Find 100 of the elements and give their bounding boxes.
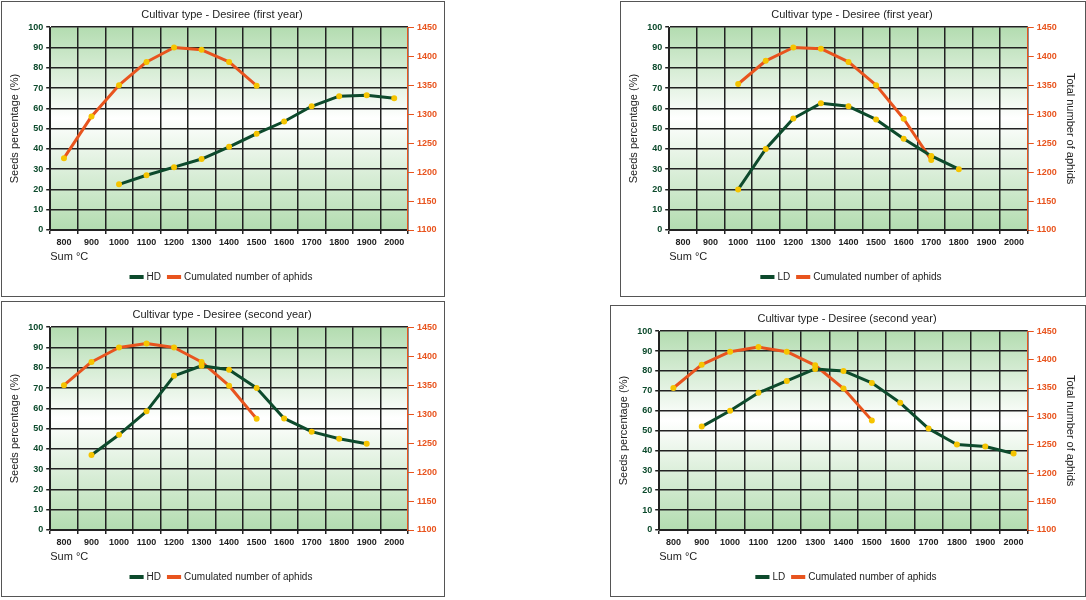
y2-tick-label: 1200 [416,466,438,477]
y-tick-label: 10 [33,204,44,215]
y2-tick-label: 1400 [1036,50,1057,61]
x-tick-label: 1300 [191,236,212,247]
y-tick-label: 70 [652,82,663,93]
x-tick-label: 1200 [783,236,804,247]
x-tick-label: 800 [675,236,691,247]
x-tick-label: 2000 [1003,236,1024,247]
y2-tick-label: 1200 [416,166,438,177]
y-tick-label: 60 [642,405,653,416]
x-tick-label: 2000 [384,236,405,247]
x-tick-label: 1300 [805,536,826,547]
y2-tick-label: 1250 [416,437,438,448]
y-tick-label: 90 [652,41,663,52]
y-tick-label: 80 [33,362,44,373]
y-tick-label: 40 [642,444,653,455]
x-tick-label: 1700 [918,536,939,547]
y-tick-label: 90 [33,41,44,52]
y2-tick-label: 1300 [416,108,438,119]
x-tick-label: 1900 [975,536,996,547]
y2-tick-label: 1250 [1036,137,1057,148]
chart-title: Cultivar type - Desiree (first year) [771,7,933,20]
legend-label: LD [777,270,791,282]
x-tick-label: 1400 [219,536,240,547]
x-tick-label: 1400 [838,236,859,247]
x-axis-title: Sum °C [659,550,698,563]
y-axis-title: Seeds percentage (%) [7,73,20,184]
y-tick-label: 100 [28,21,44,32]
chart-title: Cultivar type - Desiree (second year) [132,307,312,320]
y-tick-label: 100 [28,321,44,332]
x-tick-label: 1900 [976,236,997,247]
x-tick-label: 1000 [720,536,741,547]
y2-tick-label: 1450 [416,21,438,32]
y2-tick-label: 1150 [416,195,437,206]
y-tick-label: 10 [642,504,653,515]
y-tick-label: 0 [38,224,44,235]
y2-tick-label: 1450 [1036,21,1057,32]
y-tick-label: 40 [33,143,44,154]
legend-label: Cumulated number of aphids [184,570,313,582]
x-tick-label: 1500 [861,536,882,547]
y-tick-label: 50 [33,123,44,134]
x-tick-label: 1500 [866,236,887,247]
x-tick-label: 1600 [890,536,911,547]
y-tick-label: 10 [33,504,44,515]
y-tick-label: 40 [652,143,663,154]
y-tick-label: 40 [33,443,44,454]
y-tick-label: 50 [642,425,653,436]
x-tick-label: 900 [694,536,710,547]
y-tick-label: 30 [33,463,44,474]
y-tick-label: 10 [652,204,663,215]
x-tick-label: 1300 [191,536,212,547]
x-tick-label: 1600 [893,236,914,247]
x-tick-label: 1500 [246,236,267,247]
y-tick-label: 30 [652,163,663,174]
y2-tick-label: 1350 [1036,382,1057,393]
legend-label: HD [146,570,162,582]
y-tick-label: 70 [33,82,44,93]
legend-label: Cumulated number of aphids [184,270,313,282]
y2-tick-label: 1150 [1036,195,1057,206]
y-tick-label: 100 [637,325,653,336]
x-tick-label: 2000 [384,536,405,547]
y2-tick-label: 1150 [416,495,437,506]
y2-tick-label: 1100 [416,524,437,535]
y-tick-label: 20 [642,484,653,495]
y-tick-label: 70 [33,382,44,393]
y-tick-label: 50 [33,423,44,434]
y-tick-label: 70 [642,385,653,396]
y2-tick-label: 1400 [1036,354,1057,365]
x-tick-label: 1600 [274,536,295,547]
y2-tick-label: 1100 [416,224,437,235]
x-axis-title: Sum °C [50,550,89,563]
x-tick-label: 1700 [921,236,942,247]
y-axis-title: Seeds percentage (%) [7,373,20,484]
x-tick-label: 1400 [833,536,854,547]
x-tick-label: 1000 [728,236,749,247]
x-tick-label: 1900 [356,236,377,247]
x-tick-label: 1100 [748,536,769,547]
x-tick-label: 800 [665,536,681,547]
y-tick-label: 20 [33,483,44,494]
y2-tick-label: 1350 [416,379,438,390]
y-tick-label: 90 [33,341,44,352]
y-tick-label: 60 [33,402,44,413]
x-tick-label: 1000 [109,536,130,547]
y2-tick-label: 1100 [1036,224,1057,235]
x-tick-label: 1600 [274,236,295,247]
y2-tick-label: 1350 [1036,79,1057,90]
y-tick-label: 20 [33,183,44,194]
y2-axis-title: Total number of aphids [1065,72,1078,185]
y2-tick-label: 1200 [1036,467,1057,478]
x-tick-label: 1100 [136,236,157,247]
y2-tick-label: 1350 [416,79,438,90]
x-tick-label: 1800 [329,536,350,547]
x-tick-label: 1800 [948,236,969,247]
y-tick-label: 0 [38,524,44,535]
y-tick-label: 30 [642,464,653,475]
x-tick-label: 1500 [246,536,267,547]
x-tick-label: 1900 [356,536,377,547]
legend-label: HD [146,270,162,282]
x-tick-label: 1800 [329,236,350,247]
y-axis-title: Seeds percentage (%) [616,375,629,486]
